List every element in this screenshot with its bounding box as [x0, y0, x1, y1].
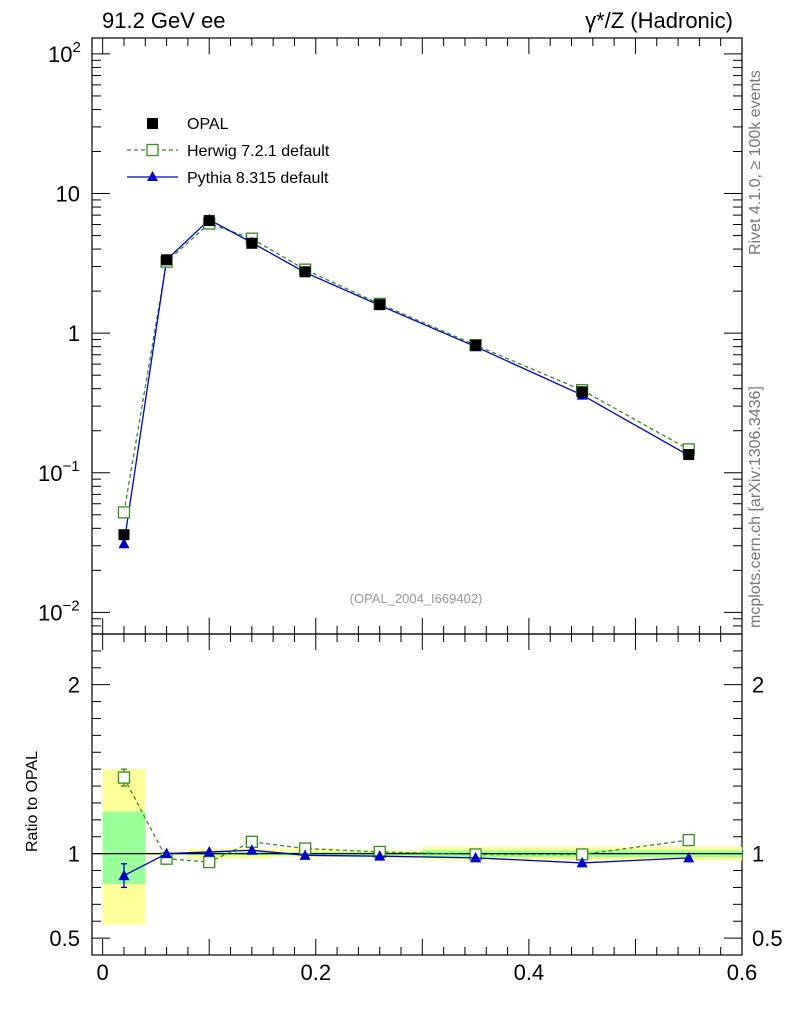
ratio-point-herwig-8 [682, 833, 695, 847]
mcplots-label: mcplots.cern.ch [arXiv:1306.3436] [747, 386, 764, 628]
analysis-label: (OPAL_2004_I669402) [350, 591, 483, 606]
ratio-bands [92, 769, 742, 925]
legend: OPAL Herwig 7.2.1 default Pythia 8.315 d… [127, 116, 330, 187]
legend-marker-herwig [146, 143, 159, 157]
main-ytick-label-3: 10 [56, 182, 80, 207]
ratio-xtick-label-1: 0.2 [300, 960, 331, 985]
main-ytick-label-4: 102 [48, 39, 81, 67]
legend-label-pythia: Pythia 8.315 default [187, 170, 329, 187]
legend-label-opal: OPAL [187, 116, 229, 133]
left-title: 91.2 GeV ee [102, 8, 226, 33]
ratio-point-pythia-7 [576, 856, 588, 868]
main-point-data-7 [576, 386, 588, 398]
main-point-pythia-0 [118, 537, 130, 549]
main-ytick-label-2: 1 [68, 321, 80, 346]
ratio-line-herwig [123, 777, 689, 863]
axis-ticks: 10−2 10−1 1 10 102 0 0.2 0.4 0.6 0.5 0.5 1 1 2 2 [38, 38, 783, 985]
ratio-point-pythia-6 [470, 851, 482, 863]
ratio-xtick-label-0: 0 [97, 960, 109, 985]
main-point-data-4 [299, 266, 311, 278]
ratio-point-pythia-3 [246, 844, 258, 855]
legend-marker-pythia [147, 171, 158, 181]
ratio-point-pythia-8 [683, 851, 695, 863]
legend-marker-opal [147, 118, 158, 129]
ratio-point-herwig-0 [117, 771, 131, 784]
ratio-ytick-label-left-1: 1 [68, 842, 80, 867]
ratio-ytick-label-right-0: 0.5 [752, 926, 783, 951]
ratio-point-pythia-0 [118, 869, 130, 881]
ratio-point-pythia-4 [299, 849, 311, 860]
right-title: γ*/Z (Hadronic) [585, 8, 733, 33]
ratio-ytick-label-right-1: 1 [752, 842, 764, 867]
ratio-panel-frame [91, 633, 743, 956]
ratio-point-pythia-2 [203, 845, 215, 857]
ratio-ytick-label-right-2: 2 [752, 673, 764, 698]
main-ytick-label-0: 10−2 [38, 597, 80, 625]
series-layer [117, 213, 695, 889]
ratio-point-herwig-2 [203, 855, 216, 869]
ratio-xtick-label-2: 0.4 [514, 960, 545, 985]
ratio-ytick-label-left-2: 2 [68, 673, 80, 698]
main-point-data-8 [683, 449, 695, 461]
main-point-data-6 [470, 339, 482, 351]
main-line-herwig [123, 222, 690, 513]
main-point-herwig-0 [117, 506, 131, 519]
ratio-xtick-label-3: 0.6 [727, 960, 758, 985]
legend-label-herwig: Herwig 7.2.1 default [187, 143, 330, 160]
main-ytick-label-1: 10−1 [38, 458, 80, 486]
main-point-data-2 [203, 215, 215, 227]
ratio-point-pythia-1 [161, 847, 173, 859]
main-point-data-0 [118, 529, 130, 541]
ratio-ylabel: Ratio to OPAL [24, 751, 41, 852]
rivet-label: Rivet 4.1.0, ≥ 100k events [747, 70, 764, 255]
ratio-point-pythia-5 [374, 850, 386, 861]
ratio-ytick-label-left-0: 0.5 [49, 926, 80, 951]
main-point-data-5 [374, 299, 386, 311]
main-point-data-3 [246, 237, 258, 249]
main-point-data-1 [161, 254, 173, 266]
main-line-pythia [123, 218, 690, 544]
